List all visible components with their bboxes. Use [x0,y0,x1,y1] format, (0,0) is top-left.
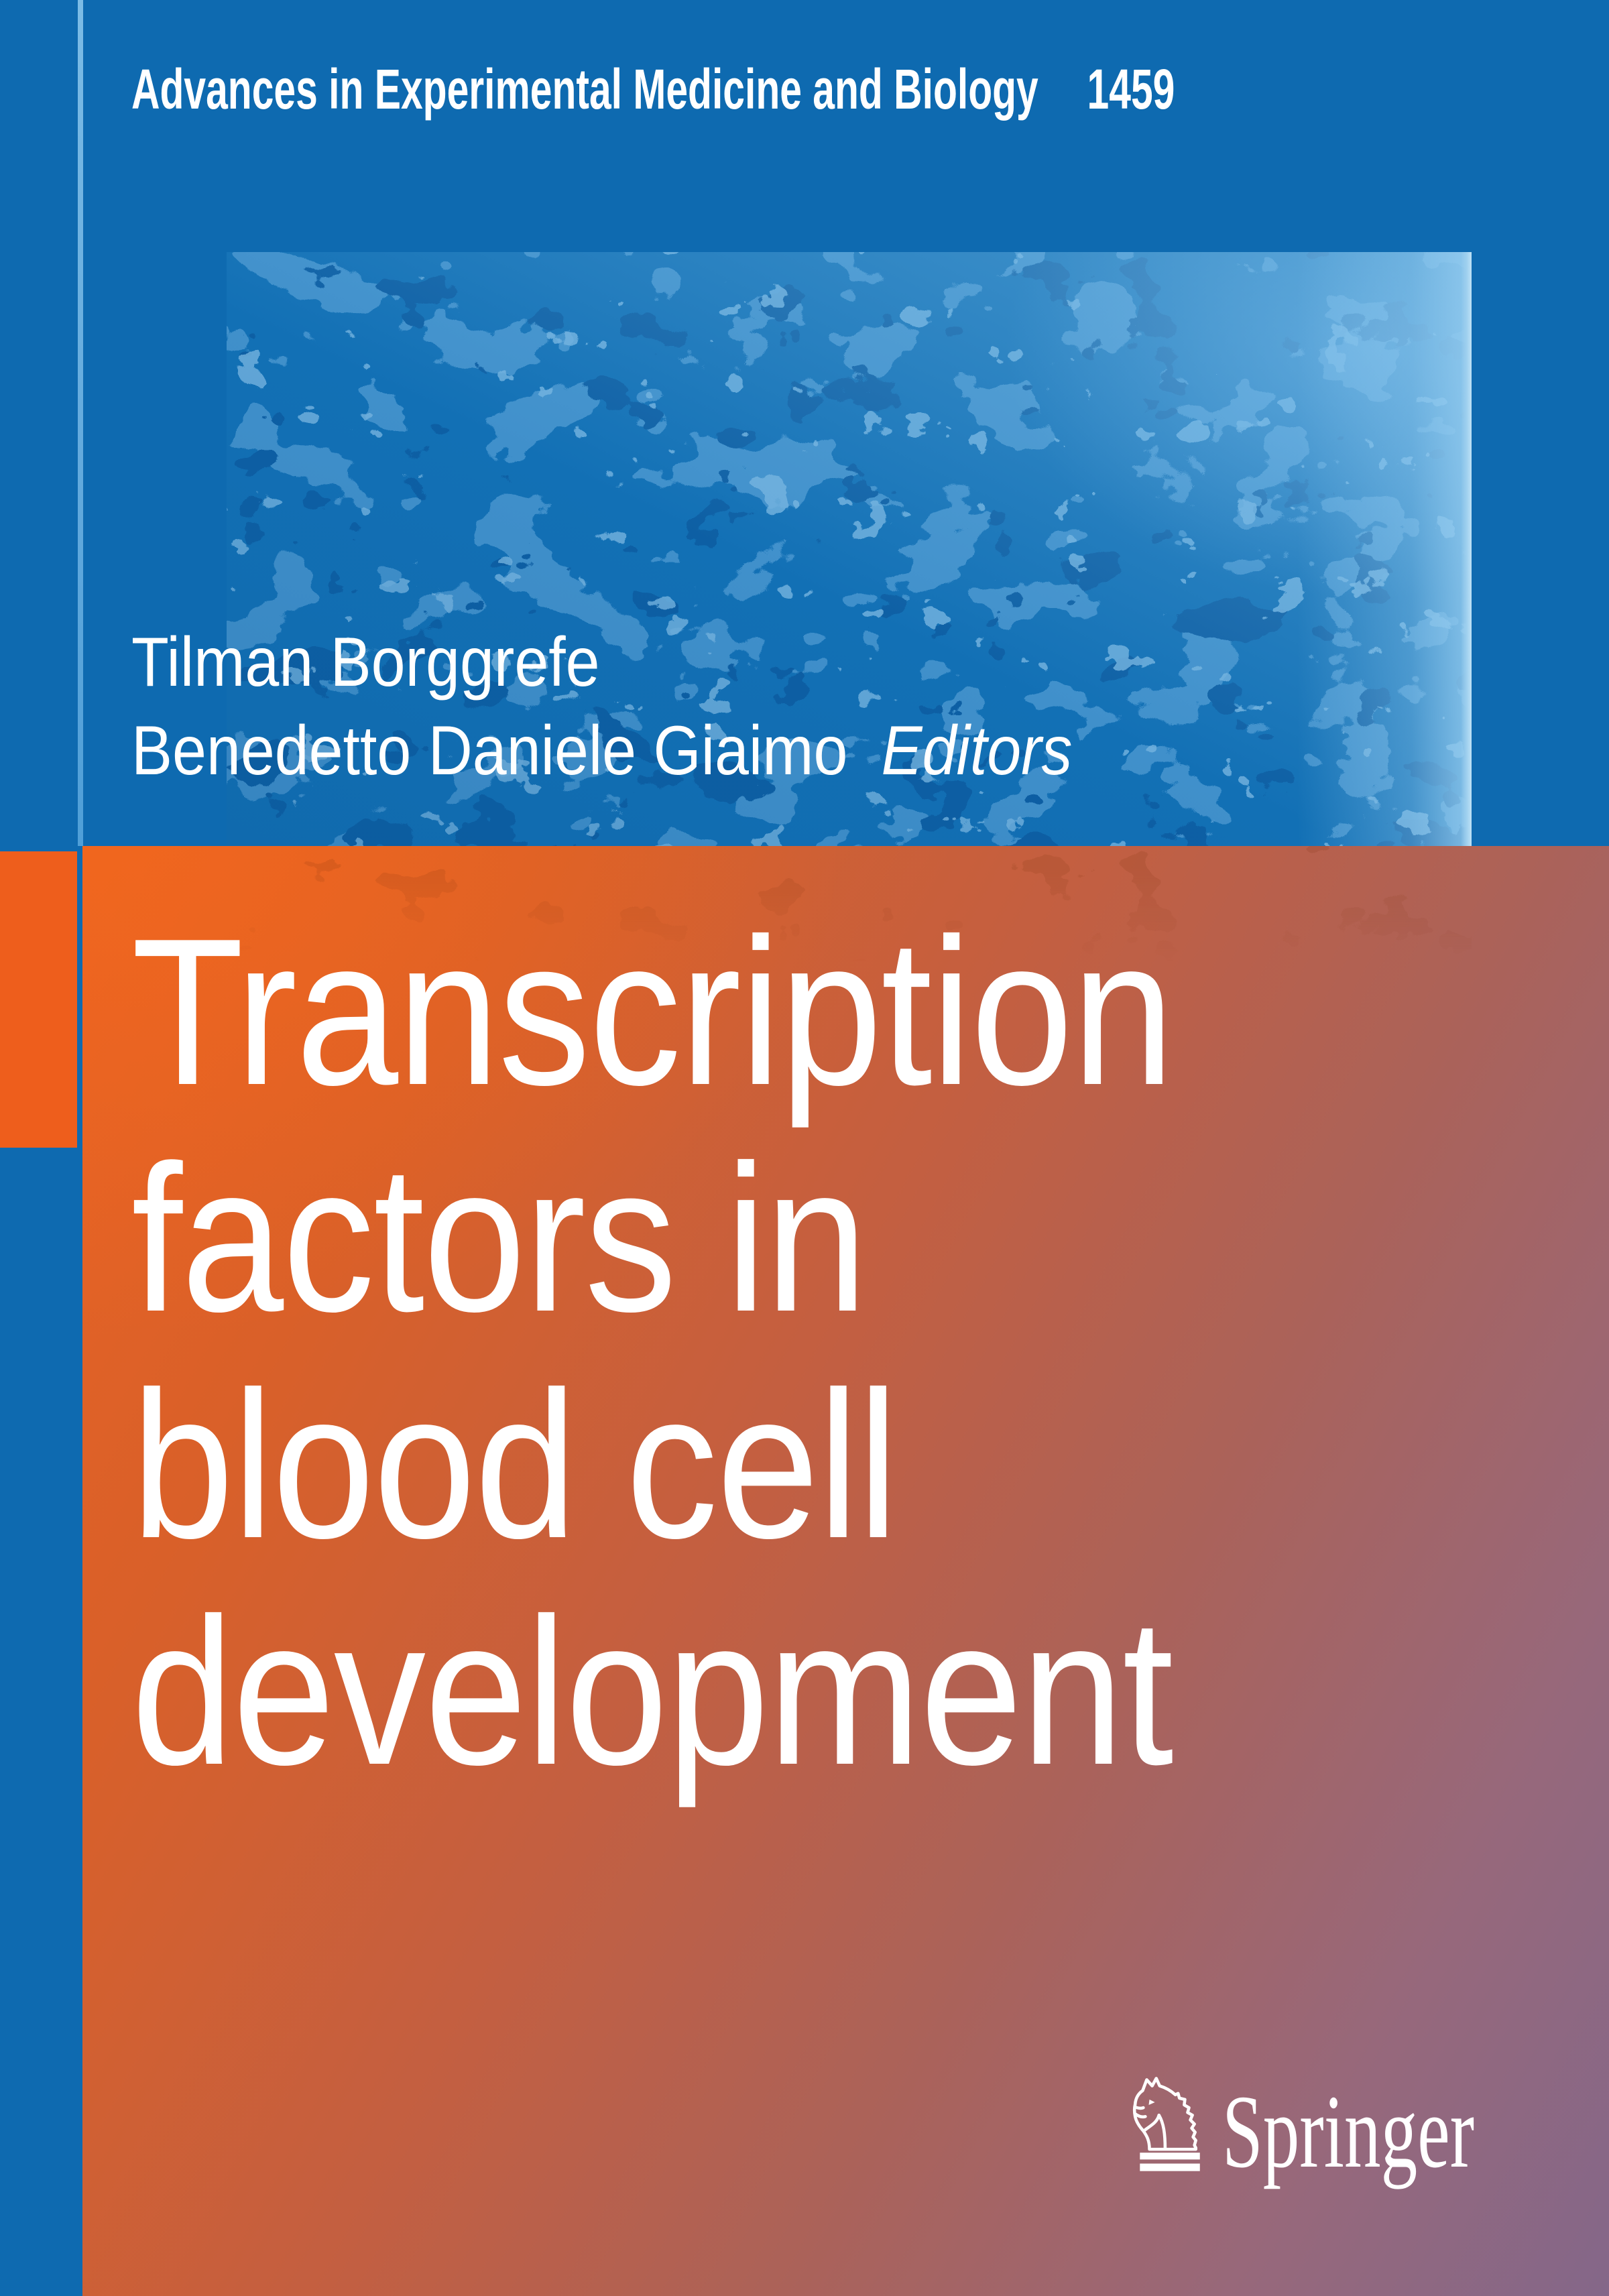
title-line-2: factors in [131,1122,868,1355]
springer-horse-icon [1132,2077,1200,2171]
springer-wordmark: Springer [1222,2073,1475,2189]
book-title: Transcription factors in blood cell deve… [131,896,1175,1809]
editor-name-1: Tilman Borggrefe [131,623,600,701]
editors-label: Editors [881,712,1073,790]
left-column [0,0,82,2296]
editors-block: Tilman Borggrefe Benedetto Daniele Giaim… [131,618,1072,795]
title-line-3: blood cell [131,1349,898,1582]
cover-image-glow [227,252,1472,846]
editor-name-2: Benedetto Daniele Giaimo [131,712,848,790]
cover-image [227,252,1472,846]
cover-image-edge-highlight [1461,252,1472,846]
accent-tab [0,851,77,1148]
series-title: Advances in Experimental Medicine and Bi… [131,58,1038,121]
divider-line [78,0,83,846]
orange-gradient-field [82,846,1609,2296]
series-bar: Advances in Experimental Medicine and Bi… [131,59,1175,119]
title-line-4: development [131,1575,1174,1809]
title-line-1: Transcription [131,896,1175,1129]
cover-image-echo [227,846,1472,963]
series-volume: 1459 [1087,58,1175,121]
